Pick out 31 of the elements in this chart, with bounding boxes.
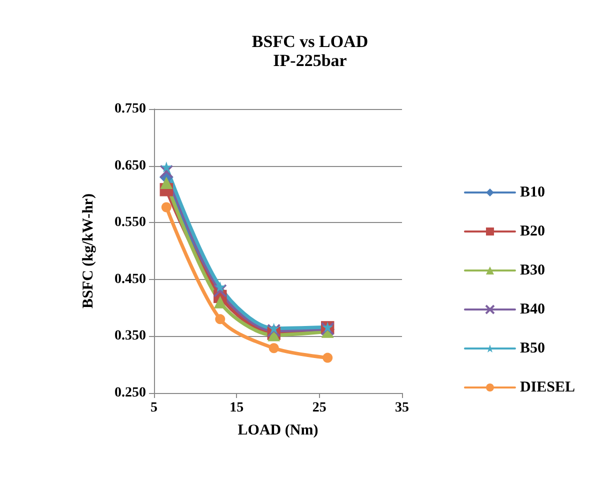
- point: [214, 281, 226, 292]
- x-axis-title: LOAD (Nm): [238, 422, 318, 438]
- chart-title: BSFC vs LOAD: [252, 32, 368, 51]
- y-axis-title: BSFC (kg/kW-hr): [80, 194, 96, 308]
- point: [160, 164, 174, 178]
- chart-subtitle: IP-225bar: [273, 51, 348, 70]
- legend-label: B10: [520, 184, 545, 200]
- point: [268, 343, 279, 354]
- point: [322, 352, 333, 363]
- legend-label: DIESEL: [520, 380, 576, 396]
- y-tick-label: 0.450: [114, 272, 146, 287]
- x-tick-label: 5: [150, 400, 158, 416]
- x-tick-label: 35: [395, 400, 409, 416]
- legend-label: B30: [520, 262, 545, 278]
- legend-label: B20: [520, 224, 545, 240]
- point: [213, 284, 227, 298]
- y-tick-label: 0.350: [114, 328, 146, 344]
- point: [268, 322, 280, 334]
- x-tick-label: 25: [312, 400, 326, 416]
- y-tick-label: 0.750: [114, 102, 146, 116]
- point: [215, 314, 226, 324]
- y-tick-label: 0.650: [114, 158, 146, 174]
- y-tick-label: 0.250: [114, 386, 146, 400]
- legend-label: B50: [520, 340, 545, 356]
- legend-label: B40: [520, 302, 545, 318]
- y-tick-label: 0.550: [114, 215, 146, 230]
- point: [161, 202, 172, 212]
- point: [160, 176, 173, 190]
- point: [161, 162, 172, 172]
- x-tick-label: 15: [230, 400, 244, 416]
- point: [214, 296, 226, 308]
